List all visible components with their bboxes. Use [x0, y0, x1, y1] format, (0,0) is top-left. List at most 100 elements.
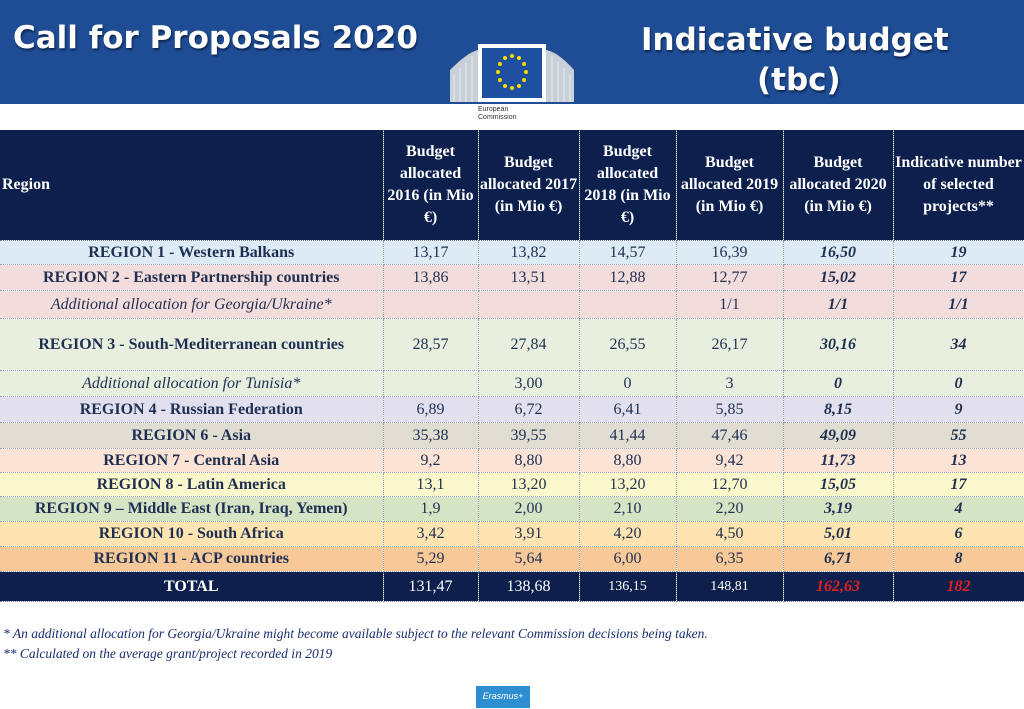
cell: 2,00: [478, 496, 580, 522]
cell: 8,80: [478, 448, 580, 473]
cell: 12,88: [579, 264, 677, 291]
cell: 2,10: [579, 496, 677, 522]
cell: 12,77: [676, 264, 784, 291]
row-label: REGION 6 - Asia: [0, 422, 384, 449]
cell: 41,44: [579, 422, 677, 449]
slide-subtitle: Indicative budget (tbc): [600, 20, 1000, 100]
cell: 4,50: [676, 521, 784, 547]
table-row: REGION 6 - Asia 35,38 39,55 41,44 47,46 …: [0, 422, 1024, 449]
row-label: Additional allocation for Tunisia*: [0, 370, 384, 397]
cell: 55: [893, 422, 1024, 449]
european-commission-logo: European Commission: [448, 40, 576, 126]
table-row: REGION 4 - Russian Federation 6,89 6,72 …: [0, 396, 1024, 423]
row-label: REGION 4 - Russian Federation: [0, 396, 384, 423]
cell: 13,17: [383, 240, 479, 265]
cell: 13,82: [478, 240, 580, 265]
subtitle-line-1: Indicative budget: [641, 22, 949, 58]
table-row: REGION 3 - South-Mediterranean countries…: [0, 318, 1024, 371]
cell: [383, 370, 479, 397]
cell: 3,00: [478, 370, 580, 397]
cell: 3,19: [783, 496, 894, 522]
cell: 1/1: [893, 290, 1024, 319]
cell: 47,46: [676, 422, 784, 449]
cell: 1,9: [383, 496, 479, 522]
table-row: REGION 8 - Latin America 13,1 13,20 13,2…: [0, 472, 1024, 497]
cell: 13,51: [478, 264, 580, 291]
cell: 13,20: [478, 472, 580, 497]
cell: 34: [893, 318, 1024, 371]
cell: 6,00: [579, 546, 677, 572]
cell: 27,84: [478, 318, 580, 371]
cell: 12,70: [676, 472, 784, 497]
cell: 136,15: [579, 571, 677, 602]
column-header: Budget allocated 2019 (in Mio €): [676, 130, 784, 241]
cell: 16,50: [783, 240, 894, 265]
cell: 13,86: [383, 264, 479, 291]
cell: 1/1: [783, 290, 894, 319]
cell: 6: [893, 521, 1024, 547]
logo-text: European Commission: [478, 106, 517, 121]
cell: 28,57: [383, 318, 479, 371]
cell: 3,42: [383, 521, 479, 547]
cell: 148,81: [676, 571, 784, 602]
column-header: Budget allocated 2016 (in Mio €): [383, 130, 479, 241]
total-row: TOTAL 131,47 138,68 136,15 148,81 162,63…: [0, 571, 1024, 602]
table-row: Additional allocation for Tunisia* 3,00 …: [0, 370, 1024, 397]
column-header: Budget allocated 2017 (in Mio €): [478, 130, 580, 241]
cell: [579, 290, 677, 319]
cell: 8,80: [579, 448, 677, 473]
cell: 17: [893, 264, 1024, 291]
cell: 1/1: [676, 290, 784, 319]
row-label: Additional allocation for Georgia/Ukrain…: [0, 290, 384, 319]
table-row: REGION 2 - Eastern Partnership countries…: [0, 264, 1024, 291]
cell: 5,85: [676, 396, 784, 423]
row-label: REGION 2 - Eastern Partnership countries: [0, 264, 384, 291]
row-label: REGION 3 - South-Mediterranean countries: [0, 318, 384, 371]
row-label: TOTAL: [0, 571, 384, 602]
cell: 11,73: [783, 448, 894, 473]
cell: [383, 290, 479, 319]
cell: 138,68: [478, 571, 580, 602]
cell: 26,55: [579, 318, 677, 371]
cell: 9: [893, 396, 1024, 423]
table-row: REGION 1 - Western Balkans 13,17 13,82 1…: [0, 240, 1024, 265]
row-label: REGION 9 – Middle East (Iran, Iraq, Yeme…: [0, 496, 384, 522]
cell: 6,35: [676, 546, 784, 572]
table-row: REGION 11 - ACP countries 5,29 5,64 6,00…: [0, 546, 1024, 572]
cell: 3: [676, 370, 784, 397]
cell: 4,20: [579, 521, 677, 547]
cell: 6,41: [579, 396, 677, 423]
cell: 3,91: [478, 521, 580, 547]
row-label: REGION 10 - South Africa: [0, 521, 384, 547]
row-label: REGION 8 - Latin America: [0, 472, 384, 497]
column-header: Budget allocated 2020 (in Mio €): [783, 130, 894, 241]
cell: 5,01: [783, 521, 894, 547]
row-label: REGION 11 - ACP countries: [0, 546, 384, 572]
cell: 6,71: [783, 546, 894, 572]
cell: [478, 290, 580, 319]
subtitle-line-2: (tbc): [757, 62, 841, 98]
logo-backdrop: [448, 104, 576, 128]
cell: 19: [893, 240, 1024, 265]
cell: 6,89: [383, 396, 479, 423]
cell: 0: [893, 370, 1024, 397]
cell: 15,05: [783, 472, 894, 497]
cell: 39,55: [478, 422, 580, 449]
erasmus-badge: Erasmus+: [476, 686, 530, 708]
slide-title: Call for Proposals 2020: [13, 20, 418, 56]
column-header: Budget allocated 2018 (in Mio €): [579, 130, 677, 241]
cell: 5,29: [383, 546, 479, 572]
budget-table: Region Budget allocated 2016 (in Mio €) …: [0, 130, 1024, 602]
commission-building-icon: [450, 44, 574, 102]
cell: 14,57: [579, 240, 677, 265]
table-header-row: Region Budget allocated 2016 (in Mio €) …: [0, 130, 1024, 241]
cell: 2,20: [676, 496, 784, 522]
cell: 9,2: [383, 448, 479, 473]
cell: 17: [893, 472, 1024, 497]
table-row: Additional allocation for Georgia/Ukrain…: [0, 290, 1024, 319]
cell: 9,42: [676, 448, 784, 473]
footnote-1: * An additional allocation for Georgia/U…: [3, 626, 708, 641]
cell: 0: [579, 370, 677, 397]
column-header: Region: [0, 130, 384, 241]
cell: 5,64: [478, 546, 580, 572]
